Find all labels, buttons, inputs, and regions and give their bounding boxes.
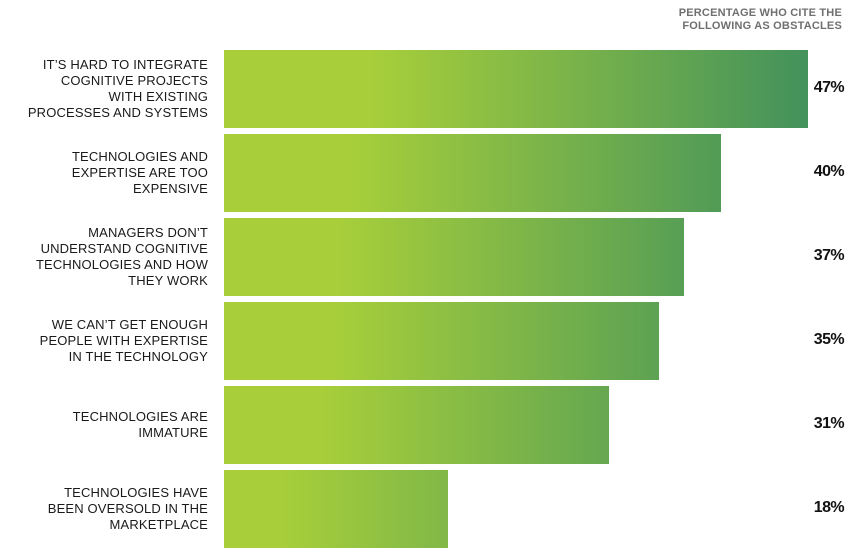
- category-label-line: EXPERTISE ARE TOO: [71, 165, 208, 180]
- category-label-line: TECHNOLOGIES ARE: [72, 409, 208, 424]
- chart-header: PERCENTAGE WHO CITE THE FOLLOWING AS OBS…: [602, 7, 842, 33]
- bar-5: [224, 386, 609, 464]
- category-label-line: COGNITIVE PROJECTS: [60, 73, 208, 88]
- bar-3: [224, 218, 684, 296]
- category-label-line: BEEN OVERSOLD IN THE: [47, 501, 208, 516]
- category-label-line: IN THE TECHNOLOGY: [68, 349, 208, 364]
- category-label-line: PROCESSES AND SYSTEMS: [27, 105, 208, 120]
- category-label-line: PEOPLE WITH EXPERTISE: [39, 333, 208, 348]
- category-label-line: MANAGERS DON’T: [88, 225, 208, 240]
- category-label-line: IT’S HARD TO INTEGRATE: [42, 57, 208, 72]
- header-line-2: FOLLOWING AS OBSTACLES: [682, 20, 842, 32]
- bar-4: [224, 302, 659, 380]
- value-label-4: 35%: [813, 331, 845, 348]
- bar-6: [224, 470, 448, 548]
- category-label-line: WE CAN’T GET ENOUGH: [51, 317, 208, 332]
- category-label-2: TECHNOLOGIES AND EXPERTISE ARE TOO EXPENSI…: [0, 149, 208, 197]
- category-label-4: WE CAN’T GET ENOUGH PEOPLE WITH EXPERTISE…: [0, 317, 208, 365]
- category-label-1: IT’S HARD TO INTEGRATE COGNITIVE PROJECTS…: [0, 57, 208, 121]
- category-label-line: TECHNOLOGIES AND HOW: [35, 257, 208, 272]
- value-label-3: 37%: [813, 247, 845, 264]
- value-label-2: 40%: [813, 163, 845, 180]
- category-label-3: MANAGERS DON’T UNDERSTAND COGNITIVE TECHNO…: [0, 225, 208, 289]
- header-line-1: PERCENTAGE WHO CITE THE: [678, 7, 842, 19]
- category-label-line: TECHNOLOGIES AND: [71, 149, 208, 164]
- bar-2: [224, 134, 721, 212]
- category-label-line: TECHNOLOGIES HAVE: [64, 485, 208, 500]
- value-label-1: 47%: [813, 79, 845, 96]
- category-label-line: UNDERSTAND COGNITIVE: [40, 241, 208, 256]
- category-label-line: WITH EXISTING: [108, 89, 208, 104]
- category-label-line: MARKETPLACE: [109, 517, 208, 532]
- value-label-5: 31%: [813, 415, 845, 432]
- bar-1: [224, 50, 808, 128]
- category-label-6: TECHNOLOGIES HAVE BEEN OVERSOLD IN THE MAR…: [0, 485, 208, 533]
- category-label-line: EXPENSIVE: [132, 181, 208, 196]
- value-label-6: 18%: [813, 499, 845, 516]
- category-label-5: TECHNOLOGIES ARE IMMATURE: [0, 409, 208, 441]
- category-label-line: THEY WORK: [128, 273, 208, 288]
- category-label-line: IMMATURE: [138, 425, 208, 440]
